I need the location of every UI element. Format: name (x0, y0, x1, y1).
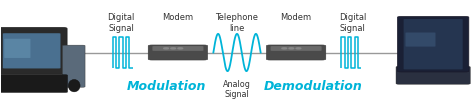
Text: Telephone
line: Telephone line (216, 13, 258, 33)
Circle shape (178, 48, 182, 49)
FancyBboxPatch shape (0, 27, 67, 74)
FancyBboxPatch shape (403, 19, 463, 69)
FancyBboxPatch shape (398, 16, 469, 72)
Ellipse shape (68, 79, 80, 92)
Circle shape (171, 48, 175, 49)
Text: Modem: Modem (163, 13, 193, 22)
FancyBboxPatch shape (153, 46, 203, 51)
Text: Modulation: Modulation (127, 80, 206, 93)
Circle shape (289, 48, 294, 49)
Circle shape (282, 48, 287, 49)
Text: Modem: Modem (281, 13, 311, 22)
FancyBboxPatch shape (63, 45, 85, 87)
FancyBboxPatch shape (266, 45, 326, 60)
FancyBboxPatch shape (0, 75, 68, 93)
FancyBboxPatch shape (3, 33, 61, 68)
FancyBboxPatch shape (4, 39, 30, 58)
FancyBboxPatch shape (148, 45, 208, 60)
FancyBboxPatch shape (396, 66, 470, 84)
FancyBboxPatch shape (405, 33, 436, 47)
Text: Demodulation: Demodulation (263, 80, 362, 93)
Text: Digital
Signal: Digital Signal (339, 13, 366, 33)
Circle shape (164, 48, 168, 49)
FancyBboxPatch shape (271, 46, 321, 51)
Circle shape (296, 48, 301, 49)
Text: Analog
Signal: Analog Signal (223, 80, 251, 99)
Text: Digital
Signal: Digital Signal (108, 13, 135, 33)
